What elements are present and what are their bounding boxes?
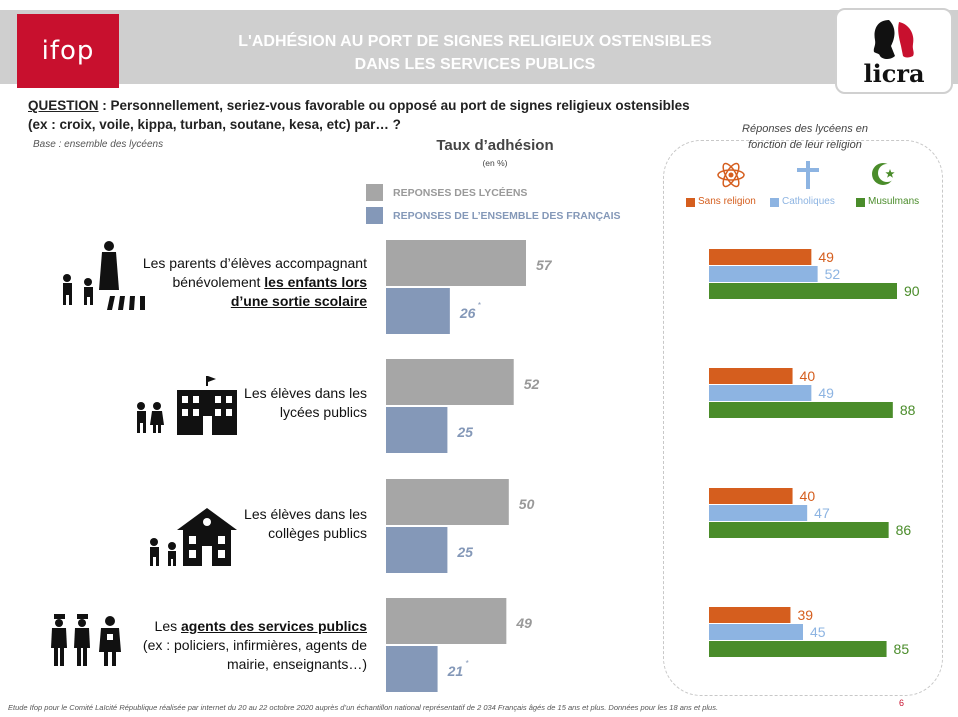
religion-panel: [663, 140, 943, 696]
value-label-catholiques-1: 49: [818, 385, 834, 401]
bar-francais-2: [386, 527, 448, 573]
question-line-1: : Personnellement, seriez-vous favorable…: [98, 98, 690, 113]
bar-musulmans-3: [709, 641, 887, 657]
bar-sans-religion-1: [709, 368, 793, 384]
bar-musulmans-0: [709, 283, 897, 299]
bar-francais-3: [386, 646, 438, 692]
bar-lyceens-3: [386, 598, 507, 644]
value-label-catholiques-0: 52: [825, 266, 841, 282]
page-number: 6: [899, 698, 905, 708]
bar-catholiques-3: [709, 624, 803, 640]
legend-swatch-sans-religion: [686, 198, 695, 207]
legend-label-catholiques: Catholiques: [782, 196, 835, 207]
title-line-1: L'ADHÉSION AU PORT DE SIGNES RELIGIEUX O…: [238, 33, 712, 50]
category-0-line-2: bénévolement: [172, 274, 265, 290]
category-label-3: Les agents des services publics (ex : po…: [110, 617, 367, 674]
bar-catholiques-1: [709, 385, 812, 401]
value-label-lyceens-2: 50: [519, 496, 535, 512]
category-1-line-2: lycées publics: [279, 404, 367, 420]
bar-sans-religion-0: [709, 249, 812, 265]
cross-icon: [797, 161, 819, 189]
bar-lyceens-0: [386, 240, 526, 286]
category-3-line-2: (ex : policiers, infirmières, agents de: [142, 637, 367, 653]
value-label-francais-0: 26: [459, 305, 476, 321]
bar-catholiques-2: [709, 505, 808, 521]
value-label-lyceens-3: 49: [515, 615, 532, 631]
title-line-2: DANS LES SERVICES PUBLICS: [354, 56, 596, 73]
category-2-line-1: Les élèves dans les: [244, 506, 367, 522]
category-0-line-3-underlined: d’une sortie scolaire: [230, 293, 367, 309]
value-label-francais-1: 25: [456, 424, 473, 440]
bar-francais-0: [386, 288, 450, 334]
main-chart-unit: (en %): [482, 158, 508, 168]
category-1-line-1: Les élèves dans les: [244, 385, 367, 401]
value-label-musulmans-2: 86: [896, 522, 912, 538]
ifop-logo: ifop: [17, 14, 119, 88]
legend-swatch-musulmans: [856, 198, 865, 207]
bar-musulmans-2: [709, 522, 889, 538]
public-agents-icon: [51, 614, 121, 666]
category-2-line-2: collèges publics: [268, 525, 367, 541]
value-label-sans-religion-1: 40: [800, 368, 816, 384]
value-label-lyceens-1: 52: [524, 376, 540, 392]
bar-sans-religion-2: [709, 488, 793, 504]
religion-panel-title: Réponses des lycéens en fonction de leur…: [700, 121, 910, 153]
licra-logo: licra: [835, 8, 953, 94]
question-label: QUESTION: [28, 98, 99, 113]
legend-label-lyceens: REPONSES DES LYCÉENS: [393, 187, 528, 199]
value-label-sans-religion-2: 40: [800, 488, 816, 504]
licra-logo-text: licra: [863, 59, 925, 88]
value-label-lyceens-0: 57: [536, 257, 553, 273]
value-star-0: *: [478, 301, 481, 310]
bar-sans-religion-3: [709, 607, 791, 623]
crescent-star-icon: [872, 163, 896, 185]
question-line-2: (ex : croix, voile, kippa, turban, souta…: [28, 117, 401, 132]
value-label-sans-religion-3: 39: [797, 607, 813, 623]
atom-icon: [717, 162, 745, 188]
bar-lyceens-2: [386, 479, 509, 525]
category-3-line-1-underlined: agents des services publics: [181, 618, 367, 634]
category-0-line-1: Les parents d’élèves accompagnant: [142, 255, 367, 271]
legend-swatch-lyceens: [366, 184, 383, 201]
value-label-musulmans-0: 90: [904, 283, 920, 299]
footer-note: Etude Ifop pour le Comité Laïcité Républ…: [8, 703, 719, 712]
licra-profile-icon: [873, 20, 914, 59]
religion-panel-title-2: fonction de leur religion: [748, 139, 862, 151]
category-label-2: Les élèves dans les collèges publics: [200, 505, 367, 543]
value-star-3: *: [466, 659, 469, 668]
bar-lyceens-1: [386, 359, 514, 405]
value-label-musulmans-3: 85: [894, 641, 910, 657]
page-title: L'ADHÉSION AU PORT DE SIGNES RELIGIEUX O…: [150, 30, 800, 76]
legend-label-francais: REPONSES DE L’ENSEMBLE DES FRANÇAIS: [393, 210, 621, 222]
bar-catholiques-0: [709, 266, 818, 282]
value-label-musulmans-1: 88: [900, 402, 916, 418]
legend-label-musulmans: Musulmans: [868, 196, 920, 207]
value-label-francais-3: 21: [447, 663, 464, 679]
question-text: QUESTION : Personnellement, seriez-vous …: [28, 96, 718, 134]
bar-francais-1: [386, 407, 448, 453]
legend-label-sans-religion: Sans religion: [698, 196, 756, 207]
main-chart-title: Taux d’adhésion: [436, 137, 554, 154]
ifop-logo-text: ifop: [41, 36, 95, 66]
religion-panel-title-1: Réponses des lycéens en: [742, 123, 868, 135]
base-note: Base : ensemble des lycéens: [33, 139, 164, 150]
lycee-building-icon: [137, 376, 237, 435]
college-building-icon: [150, 508, 237, 566]
value-label-francais-2: 25: [456, 544, 473, 560]
category-3-line-1-pre: Les: [154, 618, 182, 634]
category-label-1: Les élèves dans les lycées publics: [200, 384, 367, 422]
header-banner: [0, 10, 958, 84]
legend-swatch-catholiques: [770, 198, 779, 207]
value-label-sans-religion-0: 49: [818, 249, 834, 265]
value-label-catholiques-2: 47: [814, 505, 830, 521]
category-label-0: Les parents d’élèves accompagnant bénévo…: [100, 254, 367, 311]
category-3-line-3: mairie, enseignants…): [226, 656, 367, 672]
legend-swatch-francais: [366, 207, 383, 224]
parents-school-trip-icon: [63, 241, 145, 310]
category-0-line-2-underlined: les enfants lors: [264, 274, 367, 290]
bar-musulmans-1: [709, 402, 893, 418]
value-label-catholiques-3: 45: [810, 624, 826, 640]
